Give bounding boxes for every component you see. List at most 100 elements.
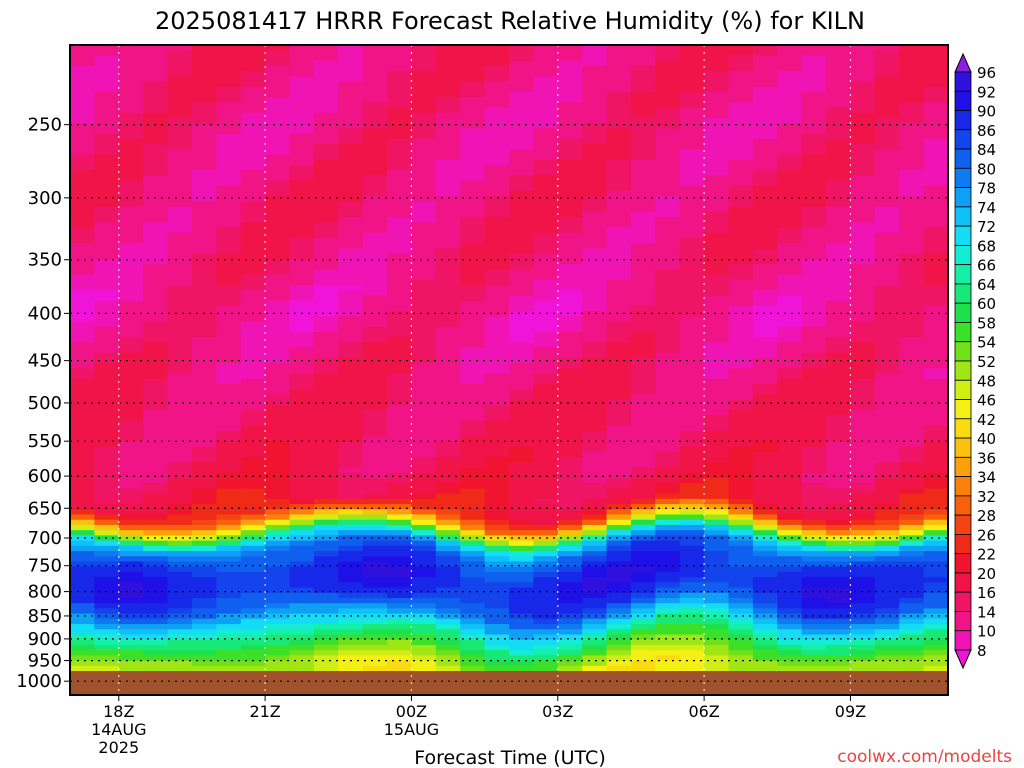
humidity-cell (630, 561, 656, 568)
humidity-cell (265, 556, 291, 563)
humidity-cell (387, 420, 413, 427)
humidity-cell (118, 138, 144, 145)
humidity-cell (728, 644, 754, 651)
humidity-cell (94, 112, 120, 119)
humidity-cell (801, 431, 827, 437)
humidity-cell (118, 258, 144, 265)
humidity-cell (94, 425, 120, 432)
humidity-cell (850, 624, 876, 630)
humidity-cell (655, 384, 681, 390)
humidity-cell (850, 305, 876, 312)
humidity-cell (752, 258, 778, 265)
humidity-cell (630, 144, 656, 150)
humidity-cell (216, 211, 242, 218)
humidity-cell (435, 650, 461, 656)
humidity-cell (582, 493, 608, 500)
humidity-cell (265, 149, 291, 156)
humidity-cell (655, 425, 681, 432)
humidity-cell (630, 175, 656, 182)
humidity-cell (387, 248, 413, 255)
humidity-cell (557, 180, 583, 187)
humidity-cell (70, 571, 95, 578)
humidity-cell (387, 196, 413, 203)
humidity-cell (411, 556, 437, 563)
humidity-cell (143, 624, 169, 630)
humidity-cell (313, 571, 339, 578)
humidity-cell (94, 248, 120, 255)
humidity-cell (582, 524, 608, 531)
humidity-cell (509, 358, 534, 364)
humidity-cell (728, 577, 754, 583)
humidity-cell (582, 86, 608, 93)
humidity-cell (411, 415, 437, 422)
humidity-cell (557, 274, 583, 281)
humidity-cell (655, 431, 681, 437)
humidity-cell (826, 196, 852, 203)
humidity-cell (899, 133, 925, 140)
humidity-cell (435, 55, 461, 62)
humidity-cell (167, 441, 193, 448)
humidity-cell (630, 65, 656, 72)
humidity-cell (435, 60, 461, 67)
humidity-cell (313, 347, 339, 354)
humidity-cell (167, 509, 193, 516)
humidity-cell (557, 144, 583, 150)
humidity-cell (167, 107, 193, 114)
humidity-cell (582, 363, 608, 370)
humidity-cell (704, 326, 730, 333)
humidity-cell (606, 420, 632, 427)
humidity-cell (509, 227, 534, 234)
humidity-cell (704, 243, 730, 250)
humidity-cell (752, 347, 778, 354)
humidity-cell (94, 577, 120, 583)
humidity-cell (777, 394, 803, 401)
humidity-cell (582, 243, 608, 250)
humidity-cell (362, 462, 388, 469)
humidity-cell (850, 274, 876, 281)
humidity-cell (411, 478, 437, 484)
humidity-cell (850, 451, 876, 458)
humidity-cell (338, 608, 364, 615)
humidity-cell (899, 206, 925, 213)
humidity-cell (411, 358, 437, 364)
humidity-cell (387, 269, 413, 276)
humidity-cell (70, 264, 95, 270)
humidity-cell (509, 138, 534, 145)
humidity-cell (655, 269, 681, 276)
humidity-cell (387, 144, 413, 150)
humidity-cell (289, 603, 315, 610)
humidity-cell (874, 196, 900, 203)
humidity-cell (118, 618, 144, 625)
humidity-cell (899, 91, 925, 98)
humidity-cell (167, 86, 193, 93)
humidity-cell (533, 76, 559, 83)
humidity-cell (460, 154, 486, 161)
x-tick-label: 14AUG (91, 720, 146, 739)
humidity-cell (752, 618, 778, 625)
humidity-cell (143, 128, 169, 135)
humidity-cell (777, 618, 803, 625)
humidity-cell (509, 399, 534, 406)
humidity-cell (899, 290, 925, 297)
humidity-cell (655, 316, 681, 323)
humidity-cell (460, 91, 486, 98)
humidity-cell (265, 644, 291, 651)
humidity-cell (826, 358, 852, 364)
humidity-cell (850, 170, 876, 177)
humidity-cell (265, 206, 291, 213)
humidity-cell (923, 420, 949, 427)
humidity-cell (191, 493, 217, 500)
humidity-cell (704, 524, 730, 531)
humidity-cell (582, 50, 608, 57)
humidity-cell (265, 133, 291, 140)
humidity-cell (728, 629, 754, 636)
humidity-cell (582, 478, 608, 484)
humidity-cell (777, 498, 803, 505)
humidity-cell (899, 107, 925, 114)
humidity-cell (582, 238, 608, 244)
humidity-cell (752, 613, 778, 620)
humidity-cell (338, 264, 364, 270)
humidity-cell (118, 102, 144, 109)
humidity-cell (362, 660, 388, 667)
humidity-cell (313, 149, 339, 156)
